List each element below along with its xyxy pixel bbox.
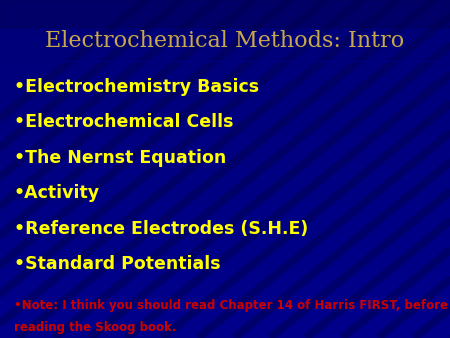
Text: •Electrochemical Cells: •Electrochemical Cells <box>14 113 233 131</box>
Text: •Standard Potentials: •Standard Potentials <box>14 255 220 273</box>
Text: •Activity: •Activity <box>14 184 99 202</box>
Text: •The Nernst Equation: •The Nernst Equation <box>14 149 226 167</box>
Text: Electrochemical Methods: Intro: Electrochemical Methods: Intro <box>45 30 405 52</box>
Text: •Note: I think you should read Chapter 14 of Harris FIRST, before: •Note: I think you should read Chapter 1… <box>14 299 447 312</box>
Text: reading the Skoog book.: reading the Skoog book. <box>14 321 176 334</box>
Text: •Reference Electrodes (S.H.E): •Reference Electrodes (S.H.E) <box>14 220 308 238</box>
Text: •Electrochemistry Basics: •Electrochemistry Basics <box>14 78 259 96</box>
